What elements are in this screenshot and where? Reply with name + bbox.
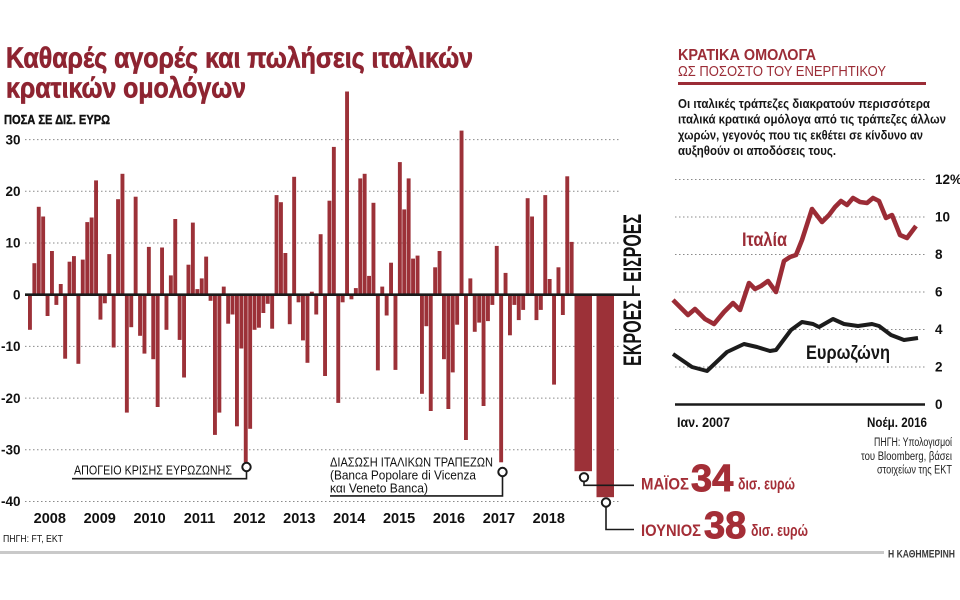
- svg-text:ΠΗΓΗ: Υπολογισμοί: ΠΗΓΗ: Υπολογισμοί: [874, 437, 952, 449]
- svg-text:10: 10: [5, 236, 20, 251]
- svg-text:2014: 2014: [333, 511, 365, 527]
- svg-text:ΕΚΡΟΕΣ: ΕΚΡΟΕΣ: [619, 300, 647, 366]
- svg-text:12%: 12%: [935, 172, 960, 187]
- svg-text:-40: -40: [1, 494, 21, 509]
- svg-text:34: 34: [691, 458, 733, 500]
- svg-text:38: 38: [704, 505, 746, 547]
- svg-text:και Veneto Banca): και Veneto Banca): [330, 481, 428, 496]
- svg-text:Ευρωζώνη: Ευρωζώνη: [806, 342, 890, 364]
- svg-text:10: 10: [935, 210, 950, 225]
- svg-text:(Banca Popolare di Vicenza: (Banca Popolare di Vicenza: [330, 468, 477, 483]
- svg-text:-20: -20: [1, 391, 21, 406]
- svg-text:-30: -30: [1, 443, 21, 458]
- svg-text:20: 20: [5, 184, 20, 199]
- svg-text:ΠΗΓΗ: FT, ΕΚΤ: ΠΗΓΗ: FT, ΕΚΤ: [3, 533, 63, 545]
- svg-text:2015: 2015: [383, 511, 415, 527]
- svg-text:δισ. ευρώ: δισ. ευρώ: [751, 522, 808, 540]
- svg-text:6: 6: [935, 285, 943, 300]
- svg-text:ΕΙΣΡΟΕΣ: ΕΙΣΡΟΕΣ: [619, 214, 647, 282]
- svg-text:2008: 2008: [34, 511, 66, 527]
- svg-text:του Bloomberg, βάσει: του Bloomberg, βάσει: [861, 451, 952, 463]
- svg-text:ΠΟΣΑ ΣΕ ΔΙΣ. ΕΥΡΩ: ΠΟΣΑ ΣΕ ΔΙΣ. ΕΥΡΩ: [4, 113, 110, 127]
- svg-text:Ιταλία: Ιταλία: [742, 229, 787, 251]
- svg-text:ΑΠΟΓΕΙΟ ΚΡΙΣΗΣ ΕΥΡΩΖΩΝΗΣ: ΑΠΟΓΕΙΟ ΚΡΙΣΗΣ ΕΥΡΩΖΩΝΗΣ: [74, 463, 232, 478]
- svg-text:2: 2: [935, 360, 943, 375]
- svg-text:0: 0: [13, 287, 21, 302]
- svg-text:αυξηθούν οι αποδόσεις τους.: αυξηθούν οι αποδόσεις τους.: [678, 143, 836, 158]
- svg-text:2013: 2013: [283, 511, 315, 527]
- svg-text:δισ. ευρώ: δισ. ευρώ: [738, 476, 795, 494]
- svg-text:2012: 2012: [233, 511, 265, 527]
- svg-text:2016: 2016: [433, 511, 465, 527]
- svg-text:2010: 2010: [133, 511, 165, 527]
- svg-text:χωρών, γεγονός που τις εκθέτει: χωρών, γεγονός που τις εκθέτει σε κίνδυν…: [678, 127, 923, 142]
- svg-text:-10: -10: [1, 339, 21, 354]
- svg-text:ΜΑΪΟΣ: ΜΑΪΟΣ: [641, 476, 689, 494]
- svg-text:Οι ιταλικές τράπεζες διακρατού: Οι ιταλικές τράπεζες διακρατούν περισσότ…: [678, 96, 930, 111]
- svg-text:30: 30: [5, 132, 20, 147]
- svg-text:Η ΚΑΘΗΜΕΡΙΝΗ: Η ΚΑΘΗΜΕΡΙΝΗ: [888, 549, 955, 561]
- svg-text:ΔΙΑΣΩΣΗ ΙΤΑΛΙΚΩΝ ΤΡΑΠΕΖΩΝ: ΔΙΑΣΩΣΗ ΙΤΑΛΙΚΩΝ ΤΡΑΠΕΖΩΝ: [330, 455, 493, 470]
- svg-text:κρατικών ομολόγων: κρατικών ομολόγων: [6, 73, 246, 105]
- svg-text:ΩΣ ΠΟΣΟΣΤΟ ΤΟΥ ΕΝΕΡΓΗΤΙΚΟΥ: ΩΣ ΠΟΣΟΣΤΟ ΤΟΥ ΕΝΕΡΓΗΤΙΚΟΥ: [678, 64, 886, 80]
- svg-text:ΚΡΑΤΙΚΑ ΟΜΟΛΟΓΑ: ΚΡΑΤΙΚΑ ΟΜΟΛΟΓΑ: [678, 47, 816, 64]
- svg-text:2018: 2018: [533, 511, 565, 527]
- svg-text:0: 0: [935, 397, 943, 412]
- svg-text:4: 4: [935, 322, 943, 337]
- svg-text:στοιχείων της ΕΚΤ: στοιχείων της ΕΚΤ: [877, 465, 952, 477]
- svg-text:Νοέμ. 2016: Νοέμ. 2016: [867, 415, 927, 430]
- svg-text:ΙΟΥΝΙΟΣ: ΙΟΥΝΙΟΣ: [641, 522, 701, 540]
- svg-text:ιταλικά κρατικά ομόλογα από τι: ιταλικά κρατικά ομόλογα από τις τράπεζες…: [678, 112, 946, 127]
- svg-text:2011: 2011: [184, 511, 215, 527]
- svg-text:2017: 2017: [483, 511, 515, 527]
- svg-text:Καθαρές αγορές και πωλήσεις ιτ: Καθαρές αγορές και πωλήσεις ιταλικών: [6, 43, 473, 75]
- svg-text:Ιαν. 2007: Ιαν. 2007: [677, 415, 730, 430]
- svg-text:2009: 2009: [84, 511, 116, 527]
- svg-text:8: 8: [935, 247, 943, 262]
